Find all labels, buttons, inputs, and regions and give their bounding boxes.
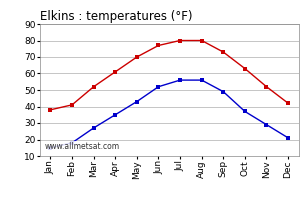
- Text: www.allmetsat.com: www.allmetsat.com: [45, 142, 120, 151]
- Text: Elkins : temperatures (°F): Elkins : temperatures (°F): [40, 10, 192, 23]
